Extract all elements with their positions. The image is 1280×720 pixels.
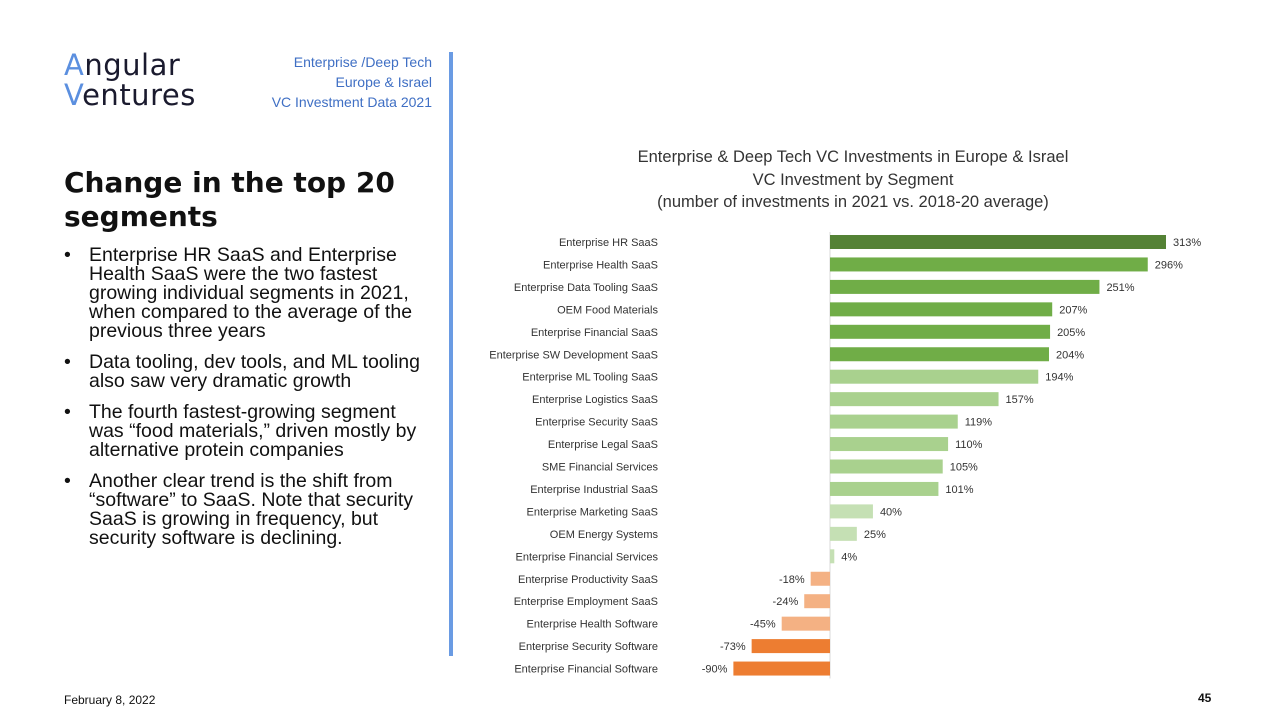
- bullet-item: • The fourth fastest-growing segment was …: [64, 401, 417, 461]
- data-label: 119%: [965, 417, 993, 429]
- category-label: Enterprise Productivity SaaS: [518, 574, 658, 586]
- data-label: 194%: [1045, 372, 1073, 384]
- bar: [830, 235, 1166, 249]
- data-label: 313%: [1173, 237, 1201, 249]
- data-label: -18%: [779, 574, 805, 586]
- bar: [733, 661, 830, 676]
- page-title: Change in the top 20 segments: [64, 166, 395, 233]
- category-label: Enterprise Health SaaS: [543, 259, 658, 271]
- divider: [449, 52, 453, 656]
- category-label: Enterprise Security SaaS: [535, 417, 658, 429]
- category-label: Enterprise Legal SaaS: [548, 439, 658, 451]
- bar: [830, 481, 939, 496]
- data-label: 105%: [950, 462, 978, 474]
- report-meta: Enterprise /Deep Tech Europe & Israel VC…: [272, 52, 432, 112]
- data-label: -45%: [750, 619, 776, 631]
- data-label: 205%: [1057, 327, 1085, 339]
- data-label: 4%: [841, 551, 857, 563]
- category-label: Enterprise Financial SaaS: [531, 327, 658, 339]
- bullet-item: • Enterprise HR SaaS and Enterprise Healt…: [64, 244, 413, 342]
- category-label: Enterprise Security Software: [519, 641, 658, 653]
- category-label: Enterprise ML Tooling SaaS: [522, 372, 658, 384]
- bar: [810, 571, 830, 586]
- bar: [804, 594, 830, 609]
- category-label: Enterprise Employment SaaS: [514, 596, 658, 608]
- meta-line-1: Enterprise /Deep Tech: [293, 54, 432, 70]
- data-label: 157%: [1006, 394, 1034, 406]
- bar: [830, 302, 1053, 317]
- bar: [830, 369, 1039, 384]
- bar: [830, 526, 857, 541]
- category-label: Enterprise SW Development SaaS: [489, 349, 658, 361]
- logo: Angular Ventures: [64, 48, 196, 112]
- data-label: 101%: [945, 484, 973, 496]
- chart-title-line-3: (number of investments in 2021 vs. 2018-…: [657, 193, 1049, 211]
- bar: [830, 504, 873, 519]
- category-label: Enterprise Marketing SaaS: [527, 506, 658, 518]
- bar: [830, 414, 958, 429]
- bullet-item: • Data tooling, dev tools, and ML tooling…: [64, 351, 420, 392]
- data-label: -90%: [702, 664, 728, 676]
- data-label: 40%: [880, 506, 902, 518]
- bar: [830, 347, 1049, 362]
- data-label: 251%: [1106, 282, 1134, 294]
- bar: [830, 279, 1100, 294]
- category-label: SME Financial Services: [542, 462, 659, 474]
- footer-date: February 8, 2022: [64, 693, 156, 707]
- data-label: 296%: [1155, 259, 1183, 271]
- meta-line-3: VC Investment Data 2021: [271, 94, 432, 110]
- data-label: 25%: [864, 529, 886, 541]
- data-label: -73%: [720, 641, 746, 653]
- category-label: OEM Food Materials: [557, 304, 658, 316]
- data-label: 207%: [1059, 304, 1087, 316]
- category-label: Enterprise Data Tooling SaaS: [514, 282, 658, 294]
- bar: [830, 392, 999, 407]
- chart-title-line-2: VC Investment by Segment: [752, 170, 954, 189]
- chart-title: Enterprise & Deep Tech VC Investments in…: [520, 146, 1186, 214]
- category-label: Enterprise Industrial SaaS: [530, 484, 658, 496]
- bullet-list: • Enterprise HR SaaS and Enterprise Healt…: [64, 244, 430, 560]
- bar: [830, 324, 1051, 339]
- meta-line-2: Europe & Israel: [335, 74, 433, 90]
- category-label: Enterprise Financial Software: [514, 664, 658, 676]
- page-number: 45: [1198, 691, 1212, 705]
- bullet-item: • Another clear trend is the shift from “…: [64, 470, 414, 549]
- category-label: Enterprise HR SaaS: [559, 237, 658, 249]
- bar: [830, 257, 1148, 272]
- category-label: Enterprise Health Software: [527, 619, 658, 631]
- data-label: -24%: [773, 596, 799, 608]
- data-label: 110%: [955, 439, 983, 451]
- bar: [830, 459, 943, 474]
- bar: [830, 437, 949, 452]
- category-label: OEM Energy Systems: [550, 529, 659, 541]
- bar: [781, 616, 830, 631]
- bar: [830, 549, 835, 564]
- bar: [751, 639, 830, 654]
- chart-title-line-1: Enterprise & Deep Tech VC Investments in…: [637, 148, 1069, 166]
- category-label: Enterprise Logistics SaaS: [532, 394, 658, 406]
- data-label: 204%: [1056, 349, 1084, 361]
- category-label: Enterprise Financial Services: [516, 551, 659, 563]
